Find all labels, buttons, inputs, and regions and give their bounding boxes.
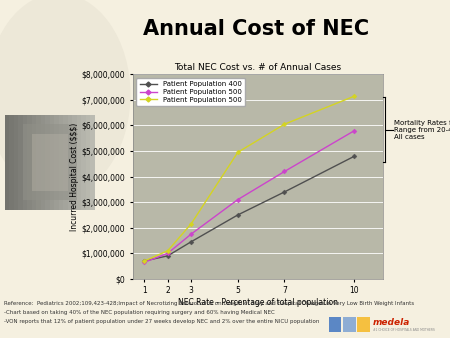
Text: medela: medela (373, 317, 410, 327)
Text: Mortality Rates for NEC
Range from 20-40% of
All cases: Mortality Rates for NEC Range from 20-40… (394, 120, 450, 140)
Bar (81, 115, 86, 210)
Bar (9, 115, 14, 210)
X-axis label: NEC Rate - Percentage of total population: NEC Rate - Percentage of total populatio… (178, 298, 338, 307)
Bar (40, 115, 45, 210)
Bar (54, 115, 58, 210)
Text: Reference:  Pediatrics 2002;109,423-428;Impact of Necrotizing Enterocolitis on L: Reference: Pediatrics 2002;109,423-428;I… (4, 301, 414, 306)
Bar (58, 115, 63, 210)
Bar (45, 115, 50, 210)
Bar (22, 124, 76, 200)
Text: -Chart based on taking 40% of the NEC population requiring surgery and 60% havin: -Chart based on taking 40% of the NEC po… (4, 310, 275, 315)
Title: Total NEC Cost vs. # of Annual Cases: Total NEC Cost vs. # of Annual Cases (174, 63, 341, 72)
Legend: Patient Population 400, Patient Population 500, Patient Population 500: Patient Population 400, Patient Populati… (136, 78, 245, 106)
Bar (86, 115, 90, 210)
Bar (27, 115, 32, 210)
Bar (63, 115, 68, 210)
Bar (76, 115, 81, 210)
Bar (32, 115, 36, 210)
Bar (22, 115, 27, 210)
Bar (4, 115, 9, 210)
Bar (14, 115, 18, 210)
Bar (32, 134, 68, 191)
Text: Annual Cost of NEC: Annual Cost of NEC (144, 19, 369, 39)
Bar (68, 115, 72, 210)
Y-axis label: Incurred Hospital Cost ($$$): Incurred Hospital Cost ($$$) (70, 122, 79, 231)
Bar (18, 115, 22, 210)
Text: #1 CHOICE OF HOSPITALS AND MOTHERS: #1 CHOICE OF HOSPITALS AND MOTHERS (373, 328, 434, 332)
Bar (90, 115, 94, 210)
Bar (72, 115, 76, 210)
Bar (50, 115, 54, 210)
Bar (36, 115, 40, 210)
Text: -VON reports that 12% of patient population under 27 weeks develop NEC and 2% ov: -VON reports that 12% of patient populat… (4, 319, 320, 324)
